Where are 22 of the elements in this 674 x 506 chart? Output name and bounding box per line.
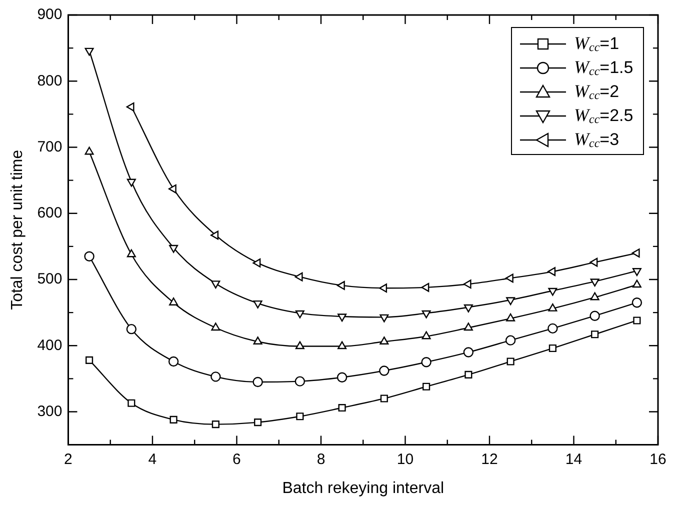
y-tick-label: 900 [37,6,62,24]
x-tick-label: 16 [650,450,666,468]
y-tick-label: 600 [37,204,62,222]
x-tick-label: 6 [232,450,241,468]
x-tick-label: 4 [148,450,157,468]
legend-label: W$_{cc}$=2.5 [574,105,634,127]
legend-label: W$_{cc}$=3 [574,129,620,151]
y-tick-label: 400 [37,336,62,354]
legend-label: W$_{cc}$=1 [574,33,620,55]
x-tick-label: 12 [481,450,498,468]
x-tick-label: 8 [316,450,326,468]
y-tick-label: 700 [37,138,62,156]
x-tick-label: 14 [565,450,582,468]
x-axis-title: Batch rekeying interval [282,480,444,497]
legend-label: W$_{cc}$=2 [574,81,620,103]
y-tick-label: 300 [37,402,62,420]
y-tick-label: 500 [37,270,62,288]
legend-label: W$_{cc}$=1.5 [574,57,634,79]
x-tick-label: 10 [396,450,414,468]
y-tick-label: 800 [37,72,62,90]
y-axis-title: Total cost per unit time [9,150,26,310]
x-tick-label: 2 [64,450,72,468]
